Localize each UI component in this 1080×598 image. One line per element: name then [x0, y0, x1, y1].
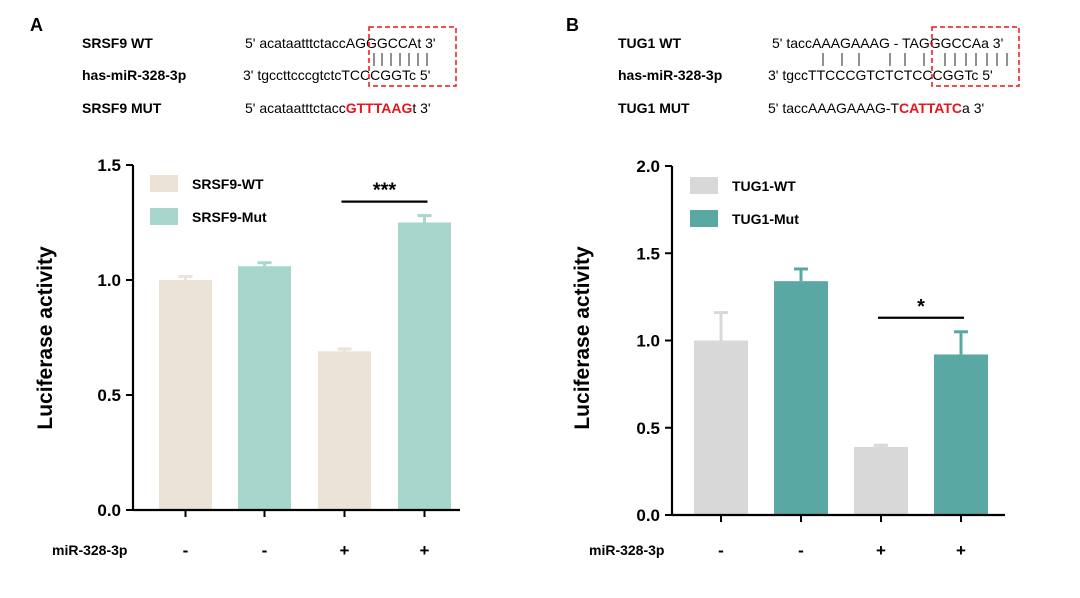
panel-b-pairing-lines — [822, 53, 1008, 66]
chart-a-legend-label-1: SRSF9-WT — [192, 176, 264, 192]
chart-a-legend-swatch-1 — [150, 175, 178, 192]
chart-a-significance-label: *** — [373, 180, 397, 202]
panel-b-wt-suffix: a 3' — [981, 35, 1003, 51]
panel-a-mirna-label: has-miR-328-3p — [82, 67, 186, 83]
panel-a-letter: A — [30, 15, 43, 35]
panel-a-wt-prefix: 5' acataatttctacc — [245, 35, 346, 51]
chart-b: 0.0 0.5 1.0 1.5 2.0 - - + + miR-328-3p Luciferase … — [571, 157, 1005, 560]
panel-a-mirna-suffix: c 5' — [409, 67, 430, 83]
panel-b-mirna-core: TCCCGGT — [904, 67, 974, 83]
panel-b-mut-core: CATTATC — [899, 100, 962, 116]
chart-a-bar-4 — [398, 222, 451, 510]
chart-b-legend-label-1: TUG1-WT — [732, 178, 796, 194]
panel-a-sequences: A SRSF9 WT has-miR-328-3p SRSF9 MUT 5' a… — [30, 15, 457, 116]
chart-a-bar-2 — [238, 266, 291, 510]
chart-a-treatment-label: miR-328-3p — [52, 542, 127, 558]
chart-b-legend-label-2: TUG1-Mut — [732, 211, 799, 227]
panel-a-wt-sequence: 5' acataatttctaccAGGGCCAt 3' — [245, 35, 436, 51]
panel-b-wt-core: AGGGCCA — [910, 35, 982, 51]
chart-a-legend-label-2: SRSF9-Mut — [192, 209, 267, 225]
chart-b-treatment-sign-2: - — [798, 541, 804, 560]
panel-b-sequences: B TUG1 WT has-miR-328-3p TUG1 MUT 5' tac… — [566, 15, 1020, 116]
panel-b-letter: B — [566, 15, 579, 35]
chart-b-bar-1 — [694, 340, 748, 515]
panel-b-mirna-sequence: 3' tgccTTCCCGTCTCTCCCGGTc 5' — [768, 67, 993, 83]
chart-a-bar-1 — [159, 280, 212, 510]
panel-a-mirna-sequence: 3' tgccttcccgtctcTCCCGGTc 5' — [243, 67, 430, 83]
panel-b-mut-prefix: 5' taccAAAGAAAG-T — [768, 100, 899, 116]
chart-a-treatment-sign-4: + — [420, 541, 430, 560]
chart-a-y-tick-label-3: 1.5 — [97, 156, 121, 175]
chart-b-significance-label: * — [917, 296, 925, 318]
chart-a: 0.0 0.5 1.0 1.5 - - + + miR-328-3p Luciferase act… — [34, 156, 460, 560]
panel-a-mut-core: GTTTAAG — [346, 100, 413, 116]
chart-b-y-tick-label-0: 0.0 — [636, 506, 660, 525]
chart-a-y-tick-label-1: 0.5 — [97, 386, 121, 405]
chart-a-y-axis-label: Luciferase activity — [34, 246, 57, 430]
chart-b-y-tick-label-4: 2.0 — [636, 157, 660, 176]
chart-a-treatment-sign-3: + — [340, 541, 350, 560]
panel-a-seed-highlight-box — [368, 26, 457, 87]
chart-b-bar-3 — [854, 446, 908, 515]
chart-b-treatment-sign-1: - — [718, 541, 724, 560]
chart-b-legend-swatch-2 — [690, 210, 718, 227]
chart-a-legend-swatch-2 — [150, 208, 178, 225]
panel-a-mut-suffix: t 3' — [412, 100, 430, 116]
panel-a-mut-sequence: 5' acataatttctaccGTTTAAGt 3' — [245, 100, 431, 116]
chart-a-y-tick-label-0: 0.0 — [97, 501, 121, 520]
chart-b-y-tick-label-3: 1.5 — [636, 244, 660, 263]
chart-b-bar-2 — [774, 281, 828, 515]
chart-b-treatment-sign-4: + — [956, 541, 966, 560]
panel-a-mut-prefix: 5' acataatttctacc — [245, 100, 346, 116]
panel-b-mut-sequence: 5' taccAAAGAAAG-TCATTATCa 3' — [768, 100, 984, 116]
panel-a-pairing-lines — [373, 53, 428, 66]
panel-b-mut-suffix: a 3' — [962, 100, 984, 116]
panel-a-wt-label: SRSF9 WT — [82, 35, 153, 51]
panel-b-mirna-label: has-miR-328-3p — [618, 67, 722, 83]
chart-b-legend-swatch-1 — [690, 177, 718, 194]
panel-a-mirna-prefix: 3' tgccttcccgtctc — [243, 67, 341, 83]
chart-b-treatment-label: miR-328-3p — [589, 542, 664, 558]
chart-a-bar-3 — [318, 351, 371, 510]
chart-a-treatment-sign-2: - — [262, 541, 268, 560]
panel-a-wt-core: AGGGCCA — [346, 35, 418, 51]
chart-b-y-tick-label-1: 0.5 — [636, 419, 660, 438]
panel-b-wt-sequence: 5' taccAAAGAAAG - TAGGGCCAa 3' — [772, 35, 1003, 51]
panel-b-mirna-suffix: c 5' — [971, 67, 992, 83]
panel-a-mirna-core: TCCCGGT — [341, 67, 411, 83]
chart-a-y-tick-label-2: 1.0 — [97, 271, 121, 290]
chart-b-y-axis-label: Luciferase activity — [571, 246, 594, 430]
panel-a-mut-label: SRSF9 MUT — [82, 100, 162, 116]
panel-b-seed-highlight-box — [931, 26, 1020, 87]
chart-b-y-tick-label-2: 1.0 — [636, 332, 660, 351]
panel-a-wt-suffix: t 3' — [417, 35, 435, 51]
panel-b-mirna-prefix: 3' tgccTTCCCGTCTC — [768, 67, 904, 83]
panel-b-wt-label: TUG1 WT — [618, 35, 681, 51]
panel-b-mut-label: TUG1 MUT — [618, 100, 690, 116]
chart-a-treatment-sign-1: - — [183, 541, 189, 560]
chart-b-bar-4 — [934, 354, 988, 515]
panel-b-wt-prefix: 5' taccAAAGAAAG - T — [772, 35, 911, 51]
chart-b-treatment-sign-3: + — [876, 541, 886, 560]
